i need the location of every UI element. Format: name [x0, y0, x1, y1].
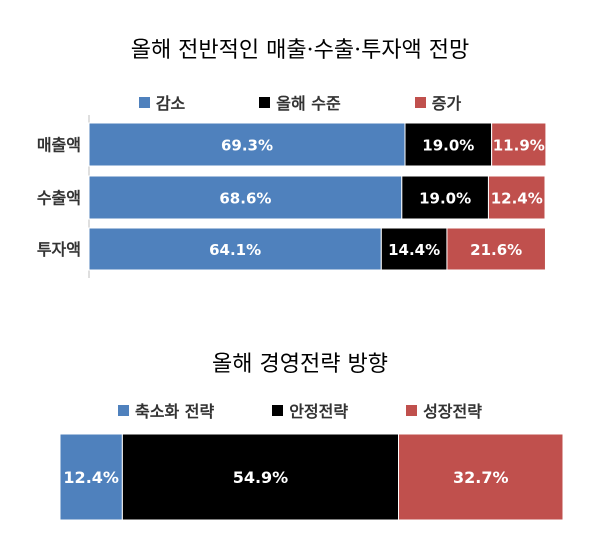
bar-same-level [401, 175, 489, 220]
legend-item-downsizing: 축소화 전략 [118, 398, 214, 422]
legend-item-same-level: 올해 수준 [259, 90, 341, 114]
data-label-increase: 21.6% [470, 241, 522, 259]
data-label-increase: 11.9% [493, 137, 545, 155]
bar-stability [121, 433, 400, 521]
bar-decrease [88, 122, 406, 167]
legend-label-growth: 성장전략 [423, 402, 482, 421]
legend-swatch-same-level [259, 96, 271, 108]
legend-swatch-increase [414, 96, 426, 108]
bar-growth [398, 433, 564, 521]
legend-swatch-growth [406, 404, 418, 416]
chart2-title: 올해 경영전략 방향 [212, 352, 388, 377]
data-label-increase: 12.4% [491, 190, 543, 208]
legend-swatch-decrease [138, 96, 150, 108]
legend-label-decrease: 감소 [155, 94, 186, 113]
legend-label-stability: 안정전략 [289, 402, 349, 421]
bar-increase [487, 175, 546, 220]
legend-item-growth: 성장전략 [406, 398, 482, 422]
data-label-downsizing: 12.4% [63, 468, 119, 487]
legend-item-decrease: 감소 [138, 90, 186, 114]
legend-item-increase: 증가 [414, 90, 462, 114]
legend-label-downsizing: 축소화 전략 [135, 402, 215, 421]
category-label: 매출액 [37, 136, 81, 155]
data-label-stability: 54.9% [233, 468, 289, 487]
bar-decrease [88, 175, 403, 220]
legend-label-increase: 증가 [431, 94, 462, 113]
data-label-growth: 32.7% [453, 468, 509, 487]
legend-swatch-downsizing [118, 404, 130, 416]
data-label-decrease: 64.1% [209, 241, 261, 259]
legend-swatch-stability [272, 404, 284, 416]
bar-same-level [380, 227, 448, 271]
data-label-same-level: 19.0% [422, 137, 474, 155]
bar-same-level [404, 122, 493, 167]
chart2-legend: 축소화 전략 안정전략 성장전략 [0, 398, 600, 422]
data-label-same-level: 19.0% [419, 190, 471, 208]
legend-item-stability: 안정전략 [272, 398, 348, 422]
data-label-same-level: 14.4% [388, 241, 440, 259]
category-label: 투자액 [37, 240, 81, 259]
legend-label-same-level: 올해 수준 [276, 94, 341, 113]
bar-increase [446, 227, 546, 271]
category-label: 수출액 [37, 189, 81, 208]
data-label-decrease: 68.6% [219, 190, 271, 208]
data-label-decrease: 69.3% [221, 137, 273, 155]
chart1-title: 올해 전반적인 매출·수출·투자액 전망 [130, 38, 470, 63]
bar-decrease [88, 227, 382, 271]
bar-increase [491, 122, 547, 167]
bar-downsizing [59, 433, 123, 521]
chart1-legend: 감소 올해 수준 증가 [0, 90, 600, 114]
